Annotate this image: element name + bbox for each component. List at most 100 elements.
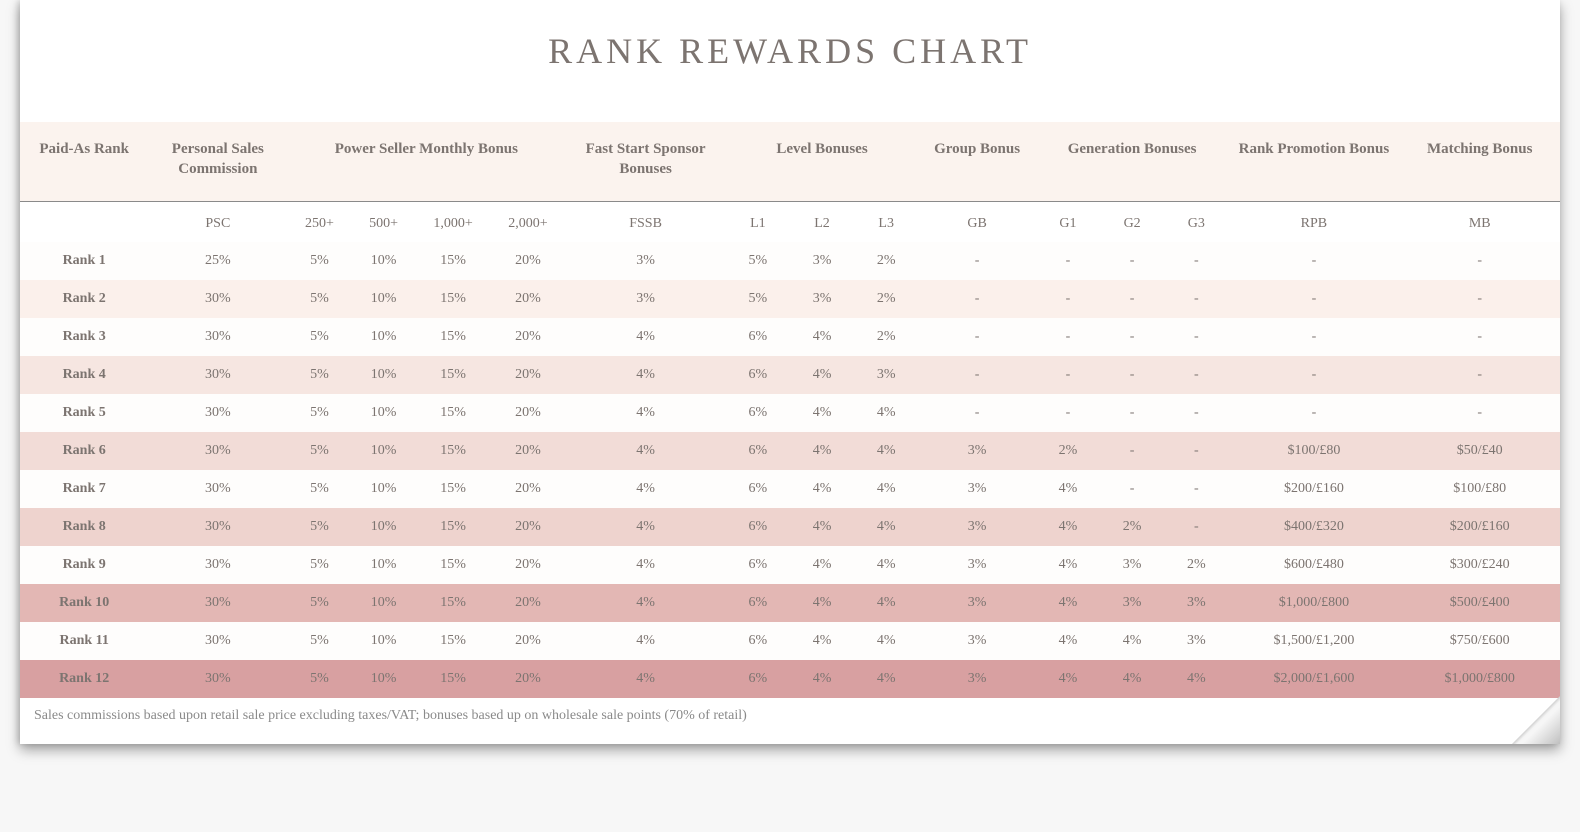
cell-g1: -: [1036, 280, 1100, 318]
cell-l1: 6%: [726, 546, 790, 584]
cell-l2: 4%: [790, 546, 854, 584]
cell-l2: 4%: [790, 432, 854, 470]
cell-psc: 30%: [148, 508, 287, 546]
cell-rank: Rank 11: [20, 622, 148, 660]
cell-mb: $1,000/£800: [1399, 660, 1560, 698]
cell-mb: $500/£400: [1399, 584, 1560, 622]
cell-g1: 4%: [1036, 584, 1100, 622]
table-row: Rank 330%5%10%15%20%4%6%4%2%------: [20, 318, 1560, 356]
cell-rpb: $200/£160: [1228, 470, 1399, 508]
cell-g2: 2%: [1100, 508, 1164, 546]
cell-psc: 30%: [148, 584, 287, 622]
cell-l2: 4%: [790, 356, 854, 394]
cell-rpb: $400/£320: [1228, 508, 1399, 546]
cell-ps500: 10%: [352, 394, 416, 432]
cell-g2: -: [1100, 242, 1164, 280]
cell-ps500: 10%: [352, 622, 416, 660]
cell-l1: 6%: [726, 584, 790, 622]
cell-fssb: 4%: [565, 584, 725, 622]
cell-ps500: 10%: [352, 660, 416, 698]
column-group-header: Personal Sales Commission: [148, 122, 287, 202]
cell-gb: 3%: [918, 432, 1036, 470]
column-group-header: Level Bonuses: [726, 122, 918, 202]
cell-l1: 6%: [726, 356, 790, 394]
cell-g3: -: [1164, 508, 1228, 546]
cell-g3: -: [1164, 470, 1228, 508]
cell-l3: 4%: [854, 584, 918, 622]
column-sub-header: L1: [726, 202, 790, 243]
column-sub-header: L2: [790, 202, 854, 243]
cell-l3: 2%: [854, 318, 918, 356]
cell-l1: 6%: [726, 470, 790, 508]
cell-ps1000: 15%: [416, 394, 491, 432]
cell-ps2000: 20%: [491, 318, 566, 356]
table-row: Rank 530%5%10%15%20%4%6%4%4%------: [20, 394, 1560, 432]
cell-gb: 3%: [918, 622, 1036, 660]
column-group-header: Rank Promotion Bonus: [1228, 122, 1399, 202]
cell-psc: 30%: [148, 356, 287, 394]
cell-psc: 30%: [148, 660, 287, 698]
cell-g2: -: [1100, 318, 1164, 356]
cell-g2: 3%: [1100, 584, 1164, 622]
column-sub-header: G2: [1100, 202, 1164, 243]
cell-gb: -: [918, 318, 1036, 356]
cell-psc: 30%: [148, 546, 287, 584]
table-row: Rank 1030%5%10%15%20%4%6%4%4%3%4%3%3%$1,…: [20, 584, 1560, 622]
column-group-header: Paid-As Rank: [20, 122, 148, 202]
cell-fssb: 4%: [565, 546, 725, 584]
cell-ps500: 10%: [352, 508, 416, 546]
cell-g1: 2%: [1036, 432, 1100, 470]
cell-ps2000: 20%: [491, 622, 566, 660]
cell-psc: 30%: [148, 394, 287, 432]
cell-fssb: 4%: [565, 356, 725, 394]
column-sub-header: 250+: [287, 202, 351, 243]
cell-g3: -: [1164, 280, 1228, 318]
cell-mb: $100/£80: [1399, 470, 1560, 508]
cell-l2: 4%: [790, 318, 854, 356]
cell-l1: 6%: [726, 432, 790, 470]
table-row: Rank 1130%5%10%15%20%4%6%4%4%3%4%4%3%$1,…: [20, 622, 1560, 660]
cell-rank: Rank 2: [20, 280, 148, 318]
cell-ps500: 10%: [352, 546, 416, 584]
cell-rank: Rank 8: [20, 508, 148, 546]
cell-mb: $750/£600: [1399, 622, 1560, 660]
cell-ps500: 10%: [352, 356, 416, 394]
cell-ps250: 5%: [287, 470, 351, 508]
column-sub-header: G3: [1164, 202, 1228, 243]
cell-gb: 3%: [918, 546, 1036, 584]
cell-mb: $200/£160: [1399, 508, 1560, 546]
cell-ps500: 10%: [352, 242, 416, 280]
cell-g1: 4%: [1036, 660, 1100, 698]
cell-rpb: -: [1228, 394, 1399, 432]
cell-fssb: 4%: [565, 508, 725, 546]
cell-fssb: 4%: [565, 432, 725, 470]
cell-g3: 3%: [1164, 584, 1228, 622]
column-sub-header: PSC: [148, 202, 287, 243]
cell-ps2000: 20%: [491, 470, 566, 508]
cell-l3: 3%: [854, 356, 918, 394]
cell-ps250: 5%: [287, 280, 351, 318]
table-row: Rank 730%5%10%15%20%4%6%4%4%3%4%--$200/£…: [20, 470, 1560, 508]
cell-rank: Rank 1: [20, 242, 148, 280]
cell-ps2000: 20%: [491, 660, 566, 698]
cell-ps1000: 15%: [416, 432, 491, 470]
cell-gb: -: [918, 242, 1036, 280]
cell-ps250: 5%: [287, 242, 351, 280]
column-group-header: Matching Bonus: [1399, 122, 1560, 202]
cell-psc: 30%: [148, 318, 287, 356]
cell-l1: 5%: [726, 242, 790, 280]
column-sub-header: MB: [1399, 202, 1560, 243]
cell-g1: -: [1036, 318, 1100, 356]
cell-l2: 4%: [790, 470, 854, 508]
cell-mb: -: [1399, 394, 1560, 432]
cell-g2: 3%: [1100, 546, 1164, 584]
column-sub-header: RPB: [1228, 202, 1399, 243]
cell-l2: 4%: [790, 394, 854, 432]
cell-l2: 4%: [790, 660, 854, 698]
cell-g3: -: [1164, 394, 1228, 432]
cell-g1: -: [1036, 356, 1100, 394]
cell-g2: 4%: [1100, 622, 1164, 660]
cell-ps2000: 20%: [491, 356, 566, 394]
cell-psc: 30%: [148, 280, 287, 318]
cell-psc: 30%: [148, 470, 287, 508]
